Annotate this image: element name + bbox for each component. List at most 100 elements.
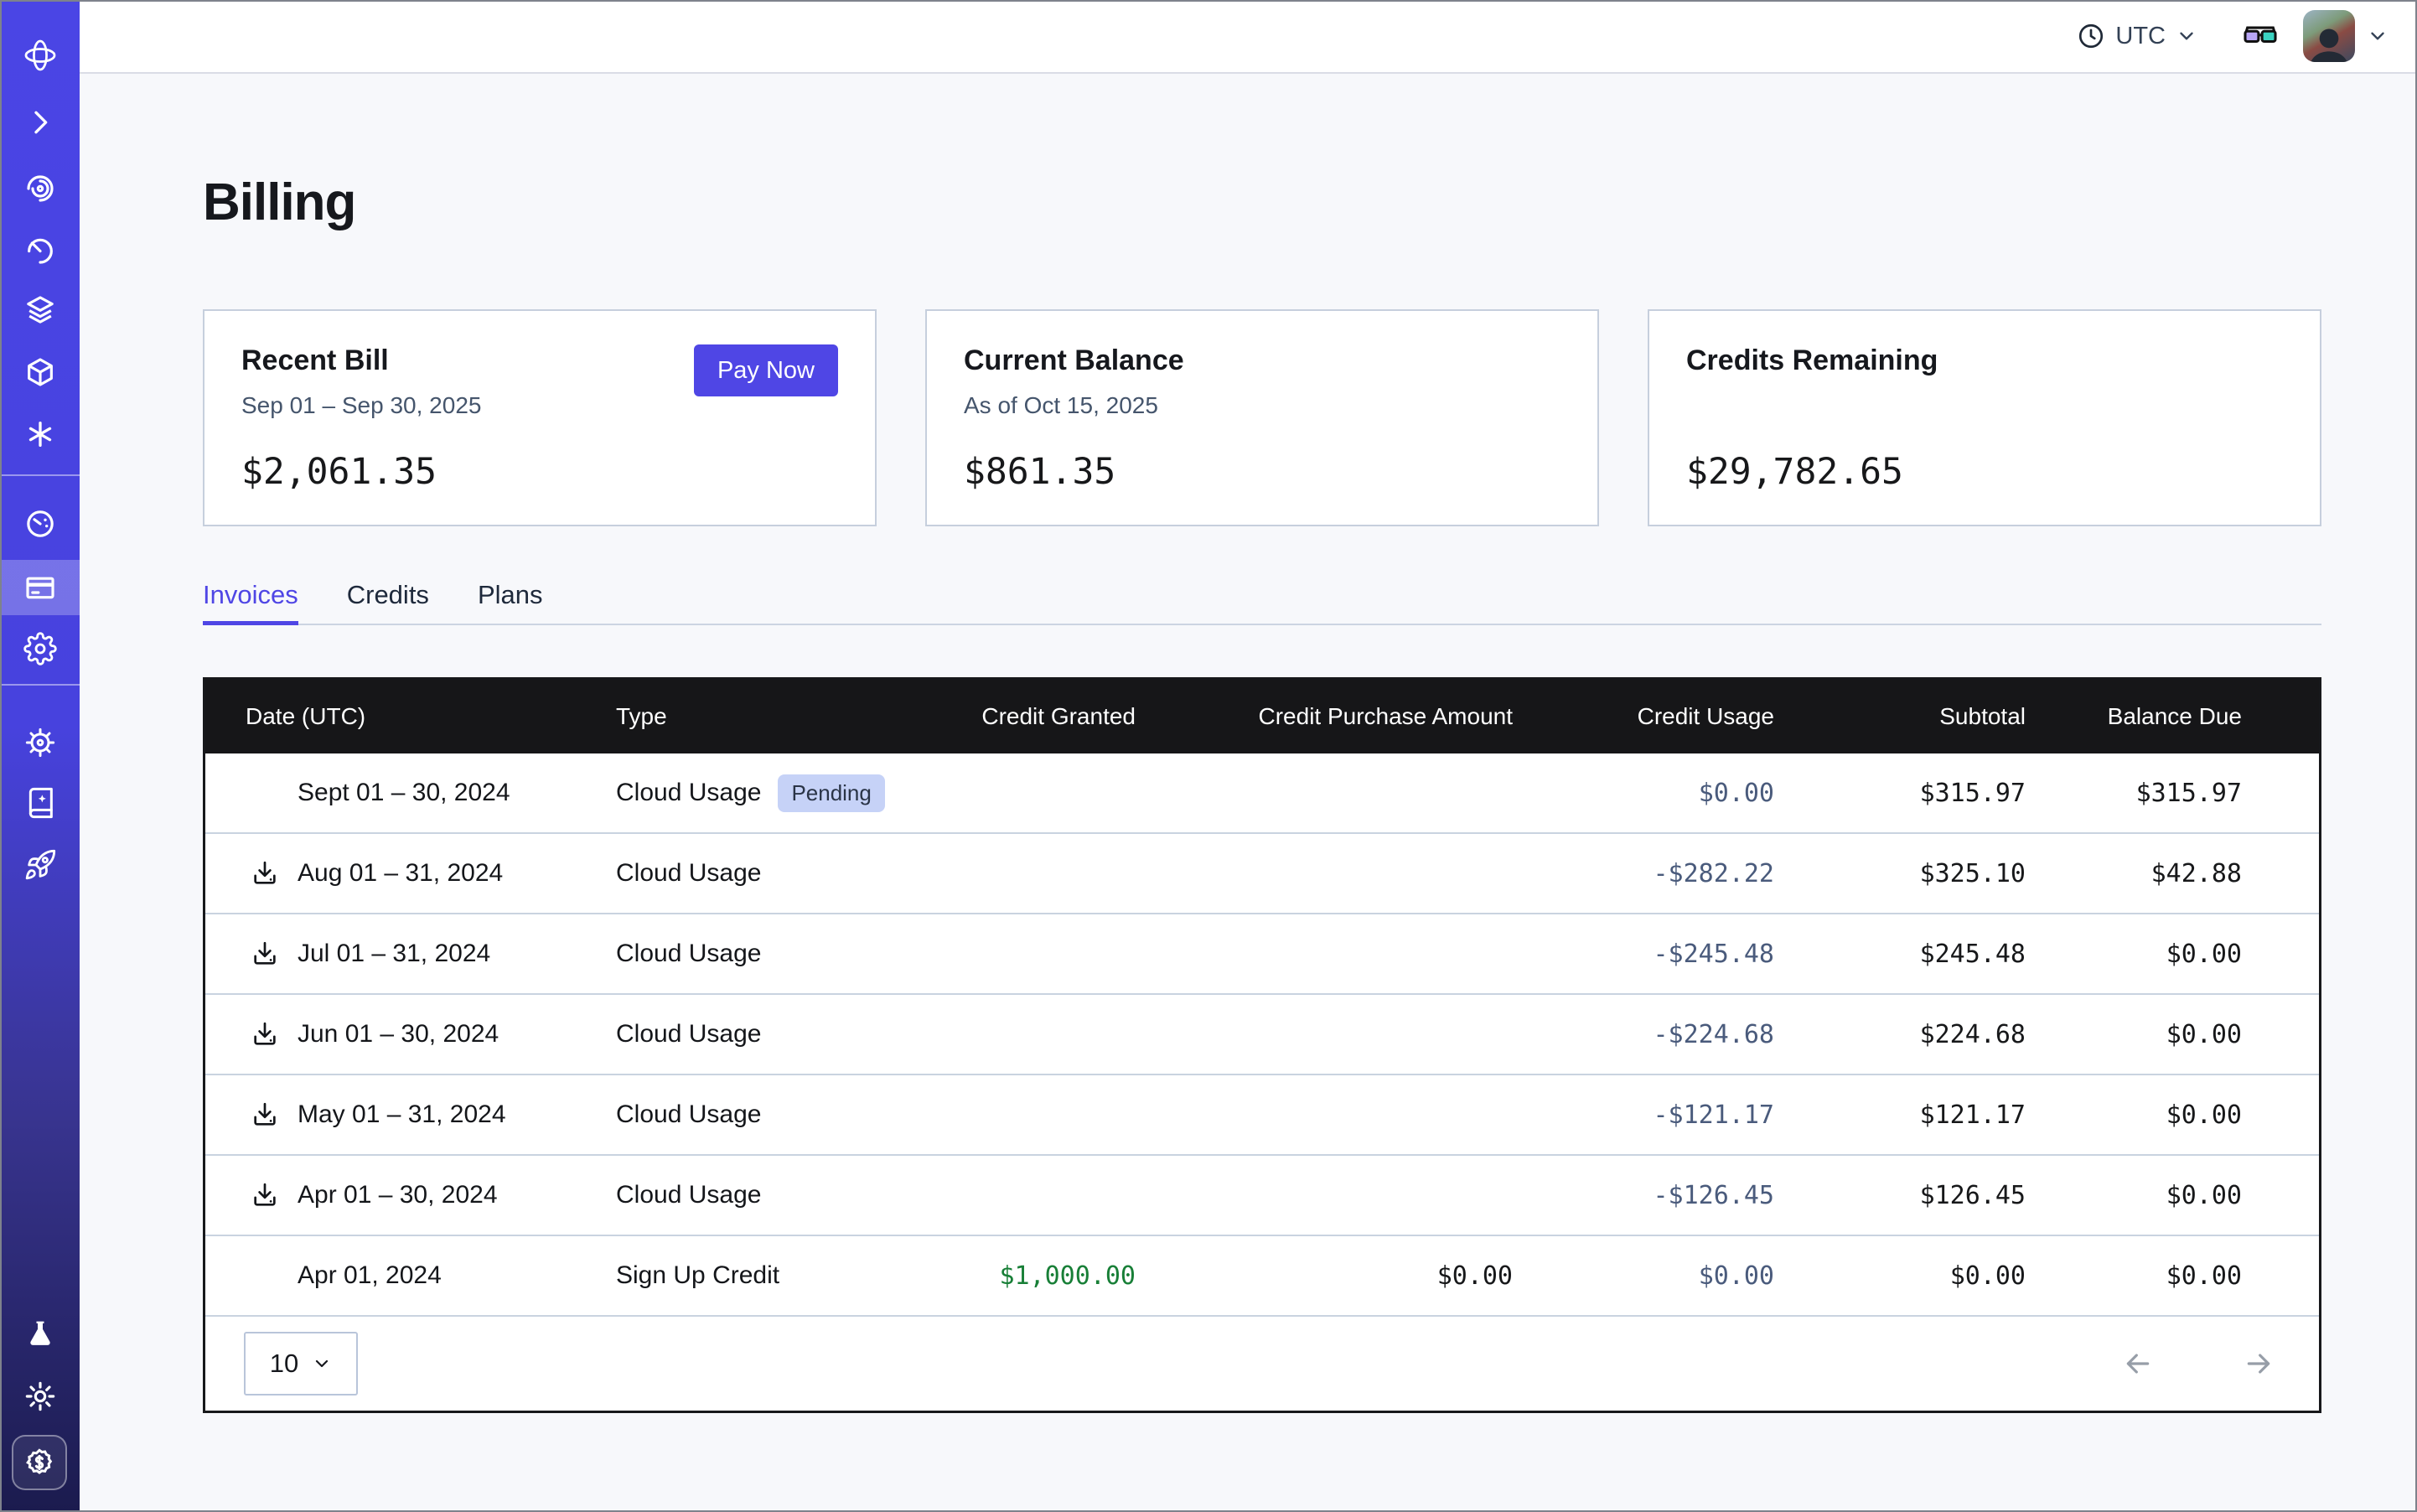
invoice-type: Cloud Usage [616,940,761,968]
tab-plans[interactable]: Plans [478,580,543,625]
credit-usage: $0.00 [1513,753,1774,832]
recent-bill-card: Recent Bill Sep 01 – Sep 30, 2025 $2,061… [203,309,877,526]
invoice-date: Sept 01 – 30, 2024 [298,779,510,807]
credit-purchase [1136,995,1513,1074]
credit-granted [943,995,1136,1074]
tab-credits[interactable]: Credits [347,580,429,625]
chevron-down-icon [2176,25,2197,47]
download-invoice-icon[interactable] [251,940,279,968]
download-invoice-icon[interactable] [251,859,279,888]
credit-purchase [1136,914,1513,993]
subtotal: $126.45 [1774,1156,2026,1235]
recent-bill-amount: $2,061.35 [241,451,838,493]
credit-purchase: $0.00 [1136,1236,1513,1315]
invoice-date: Apr 01, 2024 [298,1261,442,1290]
balance-due: $0.00 [2026,995,2319,1074]
cube-icon[interactable] [0,350,80,394]
credit-purchase [1136,1075,1513,1154]
balance-due: $0.00 [2026,1236,2319,1315]
billing-period: Sep 01 – Sep 30, 2025 [241,392,838,421]
invoice-type: Cloud Usage [616,779,761,807]
subtotal: $315.97 [1774,753,2026,832]
logo-icon[interactable] [0,34,80,77]
current-balance-amount: $861.35 [964,451,1560,493]
credit-granted [943,834,1136,913]
table-row: Sept 01 – 30, 2024 Cloud Usage Pending $0… [205,753,2319,834]
credit-granted: $1,000.00 [943,1236,1136,1315]
credit-granted [943,914,1136,993]
page-title: Billing [203,173,2321,232]
credit-usage: -$224.68 [1513,995,1774,1074]
tab-invoices[interactable]: Invoices [203,580,298,625]
download-invoice-icon[interactable] [251,1100,279,1129]
balance-as-of: As of Oct 15, 2025 [964,392,1560,421]
page-size-value: 10 [270,1349,298,1379]
chevron-right-icon[interactable] [0,101,80,144]
col-date: Date (UTC) [205,680,616,753]
download-invoice-icon[interactable] [251,1181,279,1209]
download-invoice-icon[interactable] [251,1020,279,1049]
card-title: Current Balance [964,344,1560,377]
rocket-icon[interactable] [0,843,80,887]
credit-usage: -$121.17 [1513,1075,1774,1154]
timezone-selector[interactable]: UTC [2077,22,2197,50]
summary-cards: Recent Bill Sep 01 – Sep 30, 2025 $2,061… [203,309,2321,526]
settings-gear-icon[interactable] [0,627,80,671]
page-size-select[interactable]: 10 [244,1332,358,1395]
sidebar [0,0,80,1512]
credit-purchase [1136,1156,1513,1235]
subtotal: $325.10 [1774,834,2026,913]
table-header: Date (UTC) Type Credit Granted Credit Pu… [205,680,2319,753]
timer-icon[interactable] [0,228,80,272]
credits-badge-icon[interactable] [12,1435,67,1490]
invoice-type: Cloud Usage [616,1020,761,1049]
balance-due: $0.00 [2026,914,2319,993]
docs-book-icon[interactable] [0,781,80,825]
invoice-type: Cloud Usage [616,859,761,888]
prev-page-button[interactable] [2121,1347,2155,1380]
icon-spacer [251,779,279,807]
subtotal: $224.68 [1774,995,2026,1074]
invoices-table: Date (UTC) Type Credit Granted Credit Pu… [203,677,2321,1413]
table-row: Aug 01 – 31, 2024 Cloud Usage -$282.22 $… [205,834,2319,914]
card-title: Credits Remaining [1686,344,2283,377]
invoice-date: May 01 – 31, 2024 [298,1100,506,1129]
balance-due: $0.00 [2026,1075,2319,1154]
credit-usage: -$245.48 [1513,914,1774,993]
pay-now-button[interactable]: Pay Now [694,344,838,396]
balance-due: $42.88 [2026,834,2319,913]
credit-purchase [1136,753,1513,832]
billing-tabs: Invoices Credits Plans [203,580,2321,625]
invoice-type: Sign Up Credit [616,1261,779,1290]
credit-usage: -$282.22 [1513,834,1774,913]
asterisk-icon[interactable] [0,412,80,456]
invoice-type: Cloud Usage [616,1181,761,1209]
main-content: Billing Recent Bill Sep 01 – Sep 30, 202… [80,74,2417,1512]
helm-icon[interactable] [0,721,80,764]
credit-usage: $0.00 [1513,1236,1774,1315]
sun-icon[interactable] [0,1375,80,1418]
glasses-icon[interactable] [2241,17,2280,55]
subtotal: $0.00 [1774,1236,2026,1315]
credit-granted [943,1156,1136,1235]
col-credit-purchase: Credit Purchase Amount [1136,680,1513,753]
user-avatar[interactable] [2303,10,2355,62]
account-menu-chevron-icon[interactable] [2367,25,2389,47]
next-page-button[interactable] [2242,1347,2275,1380]
credits-remaining-card: Credits Remaining $29,782.65 [1648,309,2321,526]
card-subtitle [1686,392,2283,421]
invoice-type: Cloud Usage [616,1100,761,1129]
spiral-eye-icon[interactable] [0,167,80,210]
pending-badge: Pending [778,774,884,812]
invoice-date: Jul 01 – 31, 2024 [298,940,490,968]
flask-icon[interactable] [0,1313,80,1356]
layers-icon[interactable] [0,288,80,332]
col-credit-granted: Credit Granted [943,680,1136,753]
credit-granted [943,753,1136,832]
billing-card-icon[interactable] [0,566,80,609]
gauge-icon[interactable] [0,502,80,546]
col-balance-due: Balance Due [2026,680,2319,753]
table-row: Jun 01 – 30, 2024 Cloud Usage -$224.68 $… [205,995,2319,1075]
subtotal: $245.48 [1774,914,2026,993]
credits-remaining-amount: $29,782.65 [1686,451,2283,493]
